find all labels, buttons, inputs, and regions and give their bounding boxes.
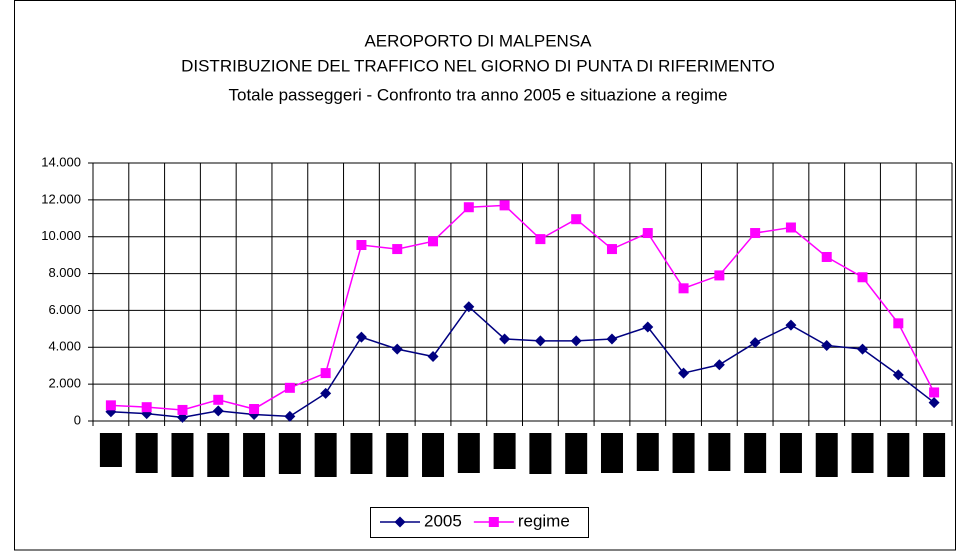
point	[785, 319, 797, 331]
chart-title: AEROPORTO DI MALPENSA	[364, 31, 592, 50]
point	[356, 240, 367, 251]
redacted-label	[314, 433, 337, 477]
y-tick-label: 14.000	[41, 154, 81, 169]
point	[320, 368, 331, 379]
point	[928, 397, 940, 409]
point	[499, 200, 510, 211]
redacted-label	[207, 433, 230, 477]
point	[535, 234, 546, 245]
redacted-label	[636, 433, 659, 471]
point	[678, 283, 689, 294]
y-tick-label: 0	[74, 412, 81, 427]
point	[320, 387, 332, 399]
series-line	[110, 305, 935, 419]
point	[428, 236, 439, 247]
point	[105, 400, 116, 411]
point	[463, 202, 474, 213]
y-tick-label: 12.000	[41, 191, 81, 206]
point	[642, 321, 654, 333]
chart-subtitle: Totale passeggeri - Confronto tra anno 2…	[229, 85, 728, 104]
point	[284, 410, 296, 422]
y-tick-label: 10.000	[41, 228, 81, 243]
redacted-label	[493, 433, 516, 469]
legend-label: 2005	[424, 511, 462, 530]
point	[857, 272, 868, 283]
point	[606, 244, 617, 255]
redacted-label	[386, 433, 409, 477]
point	[177, 404, 188, 415]
point	[392, 244, 403, 255]
point	[785, 222, 796, 233]
point	[499, 333, 511, 345]
redacted-label	[744, 433, 767, 473]
point	[606, 333, 618, 345]
point	[534, 335, 546, 347]
redacted-label	[422, 433, 445, 477]
y-tick-label: 6.000	[48, 302, 81, 317]
point	[821, 339, 833, 351]
redacted-label	[278, 433, 301, 474]
point	[750, 228, 761, 239]
redacted-label	[923, 433, 946, 477]
redacted-label	[171, 433, 194, 477]
point	[284, 382, 295, 393]
point	[355, 331, 367, 343]
redacted-label	[529, 433, 552, 474]
point	[821, 251, 832, 262]
point	[892, 369, 904, 381]
legend-marker	[488, 517, 499, 527]
point	[463, 301, 475, 313]
y-tick-label: 4.000	[48, 339, 81, 354]
point	[212, 405, 224, 417]
chart-subtitle: DISTRIBUZIONE DEL TRAFFICO NEL GIORNO DI…	[181, 56, 775, 75]
point	[714, 270, 725, 281]
redacted-label	[672, 433, 695, 473]
y-tick-label: 8.000	[48, 265, 81, 280]
y-tick-label: 2.000	[48, 376, 81, 391]
point	[213, 394, 224, 405]
redacted-label	[457, 433, 480, 473]
redacted-label	[243, 433, 266, 477]
point	[141, 402, 152, 413]
point	[857, 343, 869, 355]
legend-label: regime	[518, 511, 570, 530]
point	[678, 367, 690, 379]
redacted-label	[600, 433, 623, 473]
redacted-label	[887, 433, 910, 477]
redacted-label	[851, 433, 874, 473]
point	[929, 387, 940, 398]
redacted-label	[779, 433, 802, 473]
point	[427, 351, 439, 362]
redacted-label	[135, 433, 158, 473]
redacted-label	[815, 433, 838, 477]
point	[642, 228, 653, 239]
point	[249, 404, 260, 415]
point	[391, 343, 403, 355]
point	[570, 335, 582, 347]
point	[749, 337, 761, 349]
redacted-label	[708, 433, 731, 471]
series-line	[110, 204, 935, 411]
redacted-label	[565, 433, 588, 474]
redacted-label	[350, 433, 373, 474]
legend-marker	[394, 516, 406, 528]
point	[571, 214, 582, 225]
point	[893, 318, 904, 329]
point	[713, 359, 725, 371]
redacted-label	[99, 433, 122, 467]
